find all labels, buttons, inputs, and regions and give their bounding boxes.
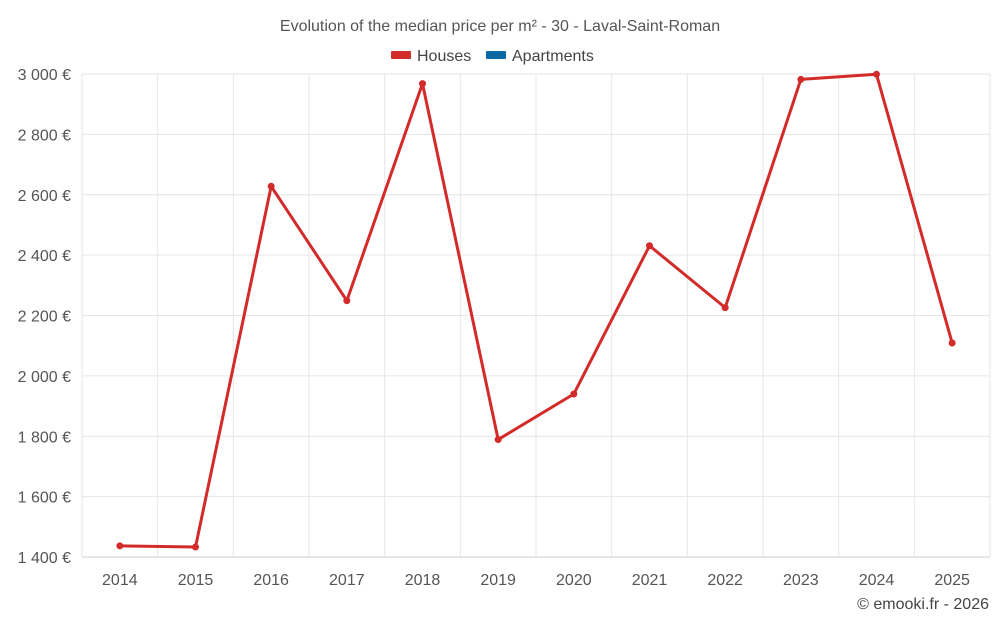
x-tick-label: 2020 xyxy=(556,572,592,589)
data-point[interactable] xyxy=(873,70,880,78)
data-point[interactable] xyxy=(570,390,578,398)
x-tick-label: 2019 xyxy=(480,572,516,589)
data-point[interactable] xyxy=(116,542,124,550)
legend-swatch xyxy=(486,51,506,59)
data-point[interactable] xyxy=(419,80,426,88)
x-tick-label: 2018 xyxy=(405,572,441,589)
series-line-houses xyxy=(119,72,954,549)
y-tick-label: 1 800 € xyxy=(18,429,71,446)
y-tick-label: 2 200 € xyxy=(18,309,71,326)
x-tick-label: 2024 xyxy=(859,572,895,589)
y-tick-label: 3 000 € xyxy=(18,67,71,84)
x-tick-label: 2017 xyxy=(329,572,365,589)
x-tick-label: 2023 xyxy=(783,572,819,589)
x-tick-label: 2022 xyxy=(707,572,743,589)
x-tick-label: 2025 xyxy=(934,572,970,589)
y-tick-label: 1 600 € xyxy=(18,490,71,507)
data-point[interactable] xyxy=(343,297,351,305)
legend-label[interactable]: Apartments xyxy=(512,48,594,65)
legend-swatch xyxy=(391,51,411,59)
series-layer xyxy=(116,70,956,551)
data-point[interactable] xyxy=(494,436,502,444)
data-point[interactable] xyxy=(267,182,275,190)
data-point[interactable] xyxy=(192,543,199,551)
x-tick-label: 2014 xyxy=(102,572,138,589)
legend: Houses Apartments xyxy=(391,48,594,65)
x-tick-label: 2021 xyxy=(632,572,668,589)
x-tick-label: 2015 xyxy=(178,572,214,589)
data-point[interactable] xyxy=(646,242,653,250)
data-point[interactable] xyxy=(948,339,956,347)
y-tick-label: 1 400 € xyxy=(18,550,71,567)
x-tick-label: 2016 xyxy=(253,572,289,589)
y-tick-label: 2 600 € xyxy=(18,188,71,205)
y-tick-label: 2 800 € xyxy=(18,127,71,144)
y-tick-label: 2 000 € xyxy=(18,369,71,386)
y-axis: 1 400 € 1 600 € 1 800 € 2 000 € 2 200 € 2 400… xyxy=(18,67,71,567)
credit-text: © emooki.fr - 2026 xyxy=(857,596,989,613)
x-axis: 2014 2015 2016 2017 2018 2019 2020 2021 2022 2023… xyxy=(102,572,970,589)
y-tick-label: 2 400 € xyxy=(18,248,71,265)
data-point[interactable] xyxy=(797,75,805,83)
grid xyxy=(81,73,991,558)
legend-label[interactable]: Houses xyxy=(417,48,471,65)
chart-title: Evolution of the median price per m² - 3… xyxy=(280,18,720,35)
data-point[interactable] xyxy=(721,304,729,312)
